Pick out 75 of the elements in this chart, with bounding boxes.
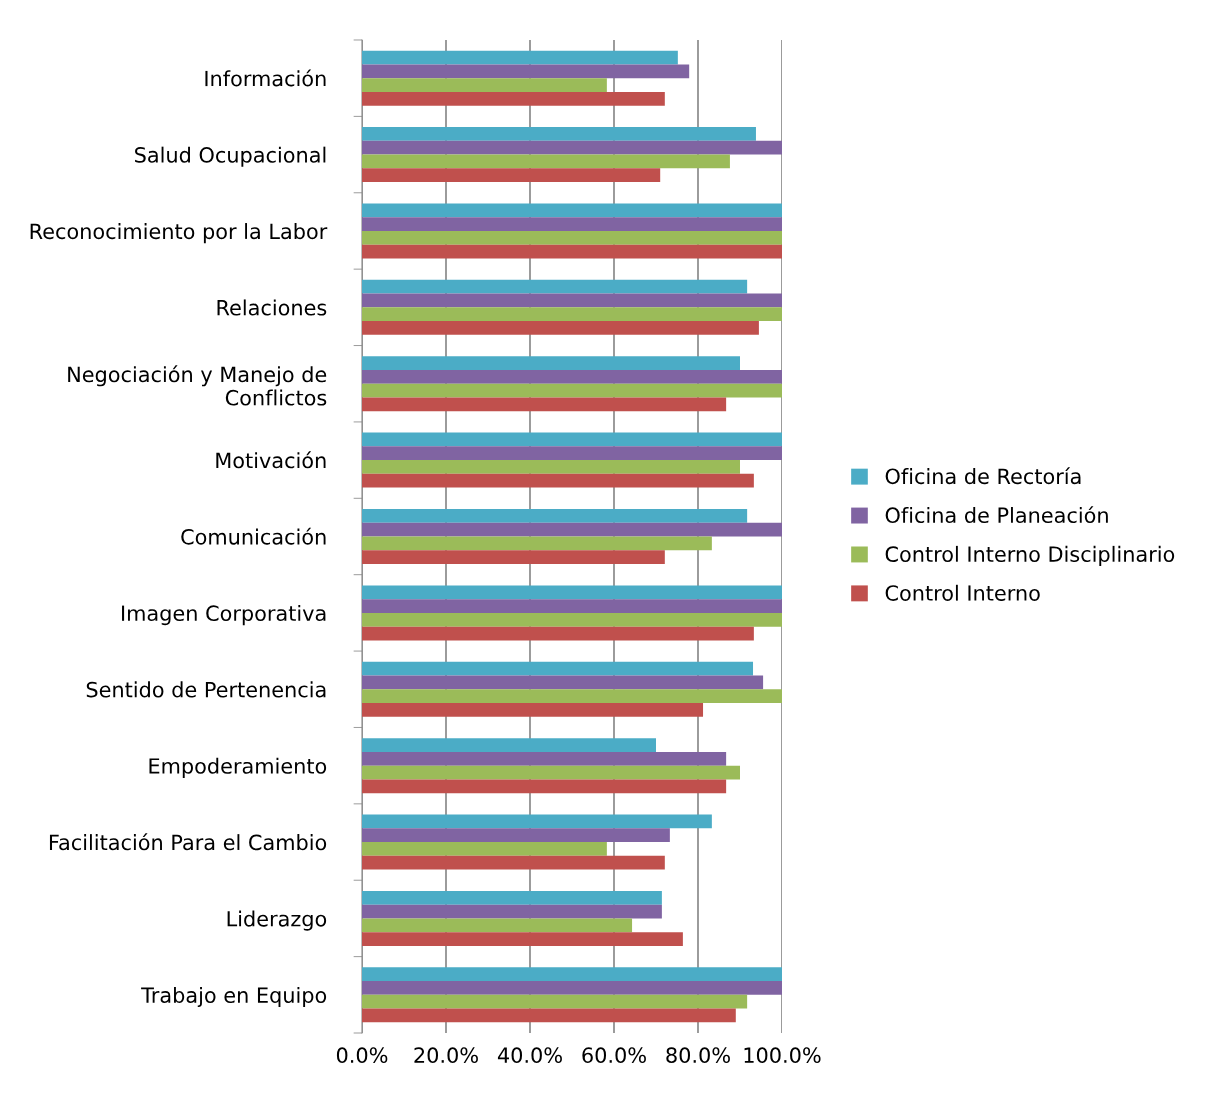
y-tick-label: Salud Ocupacional — [135, 146, 326, 167]
x-tick-label: 80.0% — [666, 1047, 730, 1064]
bar — [362, 473, 754, 488]
bar — [362, 383, 782, 398]
bar — [362, 509, 748, 523]
bar — [362, 550, 665, 564]
y-tick-label: Trabajo en Equipo — [141, 986, 327, 1008]
y-tick-label: Comunicación — [181, 527, 326, 545]
bar — [362, 230, 782, 245]
bar — [362, 203, 782, 218]
bar — [362, 842, 607, 856]
bar — [362, 626, 754, 641]
bar — [362, 981, 782, 995]
legend-label: Oficina de Rectoría — [885, 467, 1081, 485]
x-tick-label: 60.0% — [582, 1047, 646, 1064]
bar — [362, 78, 607, 92]
bar — [362, 127, 756, 141]
y-tick-label: Liderazgo — [227, 910, 327, 931]
bar — [362, 321, 759, 335]
legend-label: Oficina de Planeación — [885, 506, 1108, 524]
bar — [362, 536, 712, 551]
bar — [362, 738, 656, 752]
bar — [362, 779, 727, 794]
bar — [362, 91, 665, 106]
bar — [362, 765, 740, 780]
bar — [362, 1008, 736, 1023]
bar — [362, 599, 782, 613]
bar — [362, 904, 662, 919]
bar — [362, 279, 748, 294]
bar — [362, 154, 730, 169]
bar — [362, 918, 633, 933]
x-tick-label: 0.0% — [336, 1047, 388, 1064]
bar — [362, 50, 678, 65]
bar — [362, 522, 782, 537]
bar — [362, 168, 661, 183]
bar — [362, 932, 683, 946]
bar — [362, 751, 727, 766]
bar — [362, 661, 754, 676]
bar — [362, 828, 670, 843]
bar — [362, 64, 690, 79]
bar — [362, 244, 782, 259]
legend-label: Control Interno Disciplinario — [885, 545, 1175, 567]
x-tick-label: 20.0% — [414, 1047, 478, 1064]
bar — [362, 460, 740, 474]
y-tick-label: Negociación y Manejo de Conflictos — [68, 365, 327, 406]
bar — [362, 967, 782, 982]
bar — [362, 612, 782, 627]
bar — [362, 369, 782, 384]
bar — [362, 675, 764, 690]
bar — [362, 814, 712, 829]
bar — [362, 855, 665, 870]
x-tick-label: 100.0% — [744, 1047, 821, 1064]
bar — [362, 890, 662, 905]
bar — [362, 397, 727, 412]
bar — [362, 432, 782, 447]
y-tick-label: Información — [205, 69, 326, 87]
bar — [362, 356, 740, 370]
y-tick-label: Imagen Corporativa — [122, 604, 326, 626]
y-tick-label: Reconocimiento por la Labor — [30, 223, 328, 244]
bar — [362, 446, 782, 461]
y-tick-label: Empoderamiento — [149, 757, 327, 778]
y-tick-label: Sentido de Pertenencia — [86, 681, 326, 698]
bar — [362, 994, 748, 1009]
bar — [362, 217, 782, 231]
x-tick-label: 40.0% — [497, 1047, 562, 1064]
bar — [362, 307, 782, 322]
bar — [362, 585, 782, 600]
y-tick-label: Motivación — [216, 451, 326, 469]
bar — [362, 293, 782, 308]
bar — [362, 703, 704, 717]
y-tick-label: Facilitación Para el Cambio — [49, 833, 327, 851]
bar — [362, 140, 782, 155]
y-tick-label: Relaciones — [217, 299, 327, 316]
bar — [362, 689, 782, 704]
legend-label: Control Interno — [885, 584, 1040, 601]
